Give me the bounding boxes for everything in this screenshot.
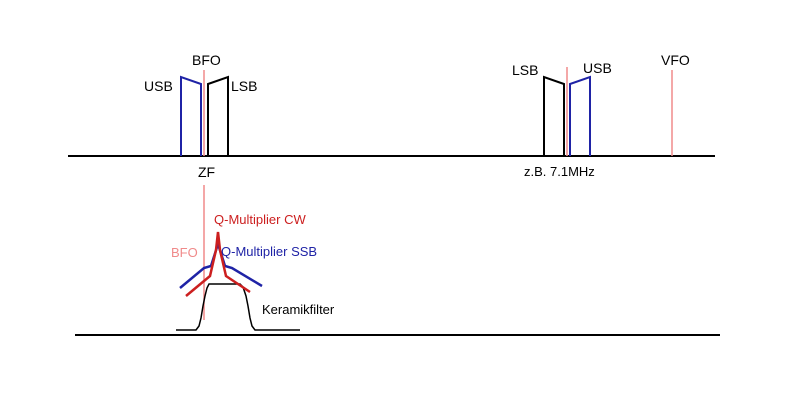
keramikfilter-curve (176, 283, 300, 331)
vfo-label: VFO (661, 52, 690, 68)
q-multiplier-cw-label: Q-Multiplier CW (214, 212, 306, 227)
lsb-label-right: LSB (512, 62, 539, 78)
q-multiplier-ssb-curve (179, 239, 263, 289)
q-multiplier-cw-curve (185, 231, 251, 297)
keramikfilter-label: Keramikfilter (262, 302, 335, 317)
zf-label: ZF (198, 164, 216, 180)
lsb-sideband-left (207, 75, 229, 156)
bfo-label-lower: BFO (171, 245, 198, 260)
usb-label-right: USB (583, 60, 612, 76)
frequency-label: z.B. 7.1MHz (524, 164, 595, 179)
q-multiplier-ssb-label: Q-Multiplier SSB (221, 244, 318, 259)
lsb-label-left: LSB (231, 78, 258, 94)
usb-sideband-left (180, 75, 202, 156)
usb-sideband-right (569, 75, 591, 156)
usb-label-left: USB (144, 78, 173, 94)
bfo-label-top: BFO (192, 52, 221, 68)
lsb-sideband-right (543, 75, 565, 156)
